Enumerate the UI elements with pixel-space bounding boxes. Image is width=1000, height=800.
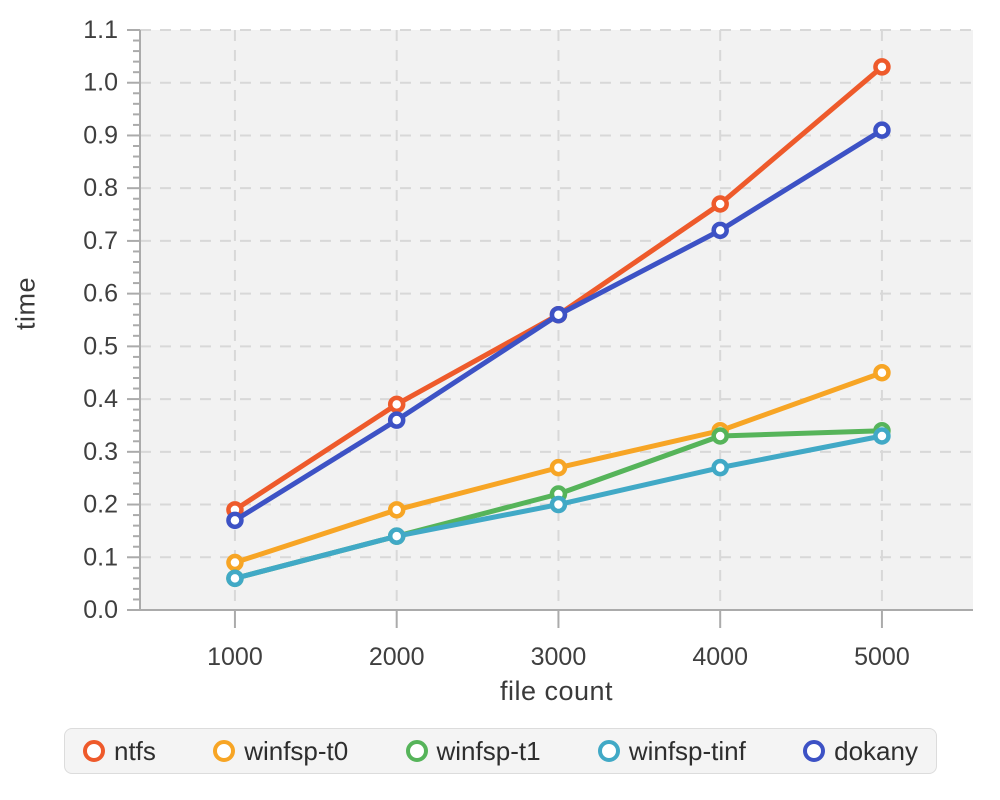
data-point-dokany-1000 bbox=[226, 511, 244, 530]
legend-marker-icon bbox=[83, 740, 105, 762]
y-tick-label: 0.9 bbox=[83, 121, 118, 149]
legend-label: dokany bbox=[834, 735, 918, 766]
line-chart: 0.0 0.1 0.2 0.3 0.4 0.5 0.6 0.7 0.8 0.9 1.0 1.1 1000… bbox=[10, 16, 973, 774]
legend-marker-icon bbox=[213, 740, 236, 762]
data-point-ntfs-4000 bbox=[711, 195, 729, 213]
x-tick-label: 4000 bbox=[692, 643, 748, 671]
x-tick-label: 5000 bbox=[854, 643, 910, 671]
legend-marker-icon bbox=[405, 740, 428, 762]
y-tick-label: 0.6 bbox=[83, 280, 118, 308]
legend-item-winfsp-tinf[interactable]: winfsp-tinf bbox=[597, 735, 746, 767]
data-point-dokany-4000 bbox=[711, 221, 729, 240]
data-point-dokany-2000 bbox=[387, 411, 406, 429]
legend-item-ntfs[interactable]: ntfs bbox=[83, 736, 156, 767]
y-tick-label: 0.4 bbox=[83, 385, 118, 413]
data-point-dokany-5000 bbox=[873, 121, 891, 139]
y-tick-label: 1.1 bbox=[83, 16, 118, 44]
data-point-winfsp-tinf-3000 bbox=[549, 495, 568, 514]
x-tick-label: 1000 bbox=[207, 643, 263, 671]
legend-label: ntfs bbox=[114, 735, 156, 766]
x-axis-title: file count bbox=[499, 676, 614, 706]
legend-label: winfsp-t0 bbox=[244, 735, 349, 766]
data-point-winfsp-t0-2000 bbox=[387, 501, 406, 519]
legend-item-winfsp-t0[interactable]: winfsp-t0 bbox=[213, 736, 348, 767]
data-point-winfsp-t0-1000 bbox=[226, 553, 244, 572]
legend-item-dokany[interactable]: dokany bbox=[803, 736, 918, 767]
legend-label: winfsp-t1 bbox=[436, 735, 541, 766]
data-point-winfsp-t0-5000 bbox=[873, 363, 891, 382]
data-point-winfsp-tinf-1000 bbox=[226, 569, 244, 588]
data-point-winfsp-tinf-4000 bbox=[711, 458, 729, 477]
y-tick-label: 0.3 bbox=[83, 438, 118, 466]
data-point-ntfs-2000 bbox=[387, 395, 406, 414]
data-point-dokany-3000 bbox=[549, 305, 568, 324]
y-tick-label: 0.5 bbox=[83, 332, 118, 360]
y-axis-title: time bbox=[10, 277, 41, 331]
x-tick-label: 2000 bbox=[369, 643, 425, 671]
data-point-ntfs-5000 bbox=[873, 58, 891, 76]
data-point-winfsp-t0-3000 bbox=[549, 458, 568, 477]
y-tick-label: 1.0 bbox=[83, 69, 118, 97]
legend-label: winfsp-tinf bbox=[628, 735, 746, 766]
legend-item-winfsp-t1[interactable]: winfsp-t1 bbox=[405, 735, 541, 767]
data-point-winfsp-tinf-5000 bbox=[873, 427, 891, 445]
plot-svg: 0.0 0.1 0.2 0.3 0.4 0.5 0.6 0.7 0.8 0.9 1.0 1.1 1000… bbox=[83, 16, 973, 671]
x-tick-label: 3000 bbox=[531, 643, 587, 671]
y-tick-label: 0.7 bbox=[83, 227, 118, 255]
legend-marker-icon bbox=[597, 740, 620, 762]
y-tick-label: 0.0 bbox=[83, 596, 118, 624]
legend: ntfs winfsp-t0 winfsp-t1 winfsp-tinf dokany bbox=[64, 728, 937, 774]
data-point-winfsp-tinf-2000 bbox=[387, 527, 406, 545]
y-tick-label: 0.8 bbox=[83, 174, 118, 202]
y-tick-label: 0.1 bbox=[83, 543, 118, 571]
legend-marker-icon bbox=[803, 740, 826, 762]
data-point-winfsp-t1-4000 bbox=[711, 427, 729, 445]
y-tick-label: 0.2 bbox=[83, 491, 118, 519]
